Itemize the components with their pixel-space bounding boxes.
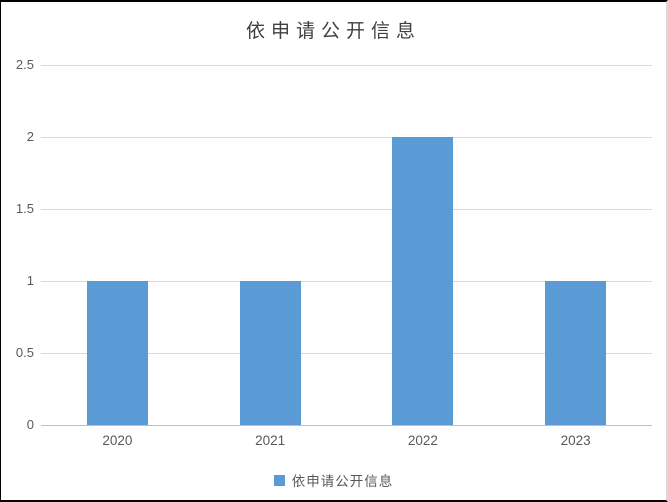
chart-title: 依申请公开信息 <box>245 21 421 42</box>
y-tick-label: 0 <box>26 417 34 432</box>
bar-2022 <box>392 137 454 425</box>
x-tick-label: 2020 <box>102 433 133 448</box>
bar-2020 <box>86 281 148 425</box>
gridline <box>41 352 652 354</box>
y-tick-label: 2.5 <box>15 57 34 72</box>
gridline <box>41 280 652 282</box>
x-tick-label: 2023 <box>560 433 591 448</box>
x-tick-label: 2021 <box>255 433 286 448</box>
x-tick-label: 2022 <box>407 433 438 448</box>
y-tick-label: 2 <box>26 129 34 144</box>
y-tick-label: 1 <box>26 273 34 288</box>
legend: 依申请公开信息 <box>1 470 666 490</box>
y-tick-label: 0.5 <box>15 345 34 360</box>
legend-swatch-icon <box>273 474 285 486</box>
gridline <box>41 64 652 66</box>
x-axis-line <box>41 424 652 426</box>
legend-label: 依申请公开信息 <box>291 474 394 489</box>
gridline <box>41 208 652 210</box>
bar-2021 <box>239 281 301 425</box>
gridline <box>41 136 652 138</box>
y-tick-label: 1.5 <box>15 201 34 216</box>
bar-2023 <box>545 281 607 425</box>
plot-area <box>41 64 652 426</box>
